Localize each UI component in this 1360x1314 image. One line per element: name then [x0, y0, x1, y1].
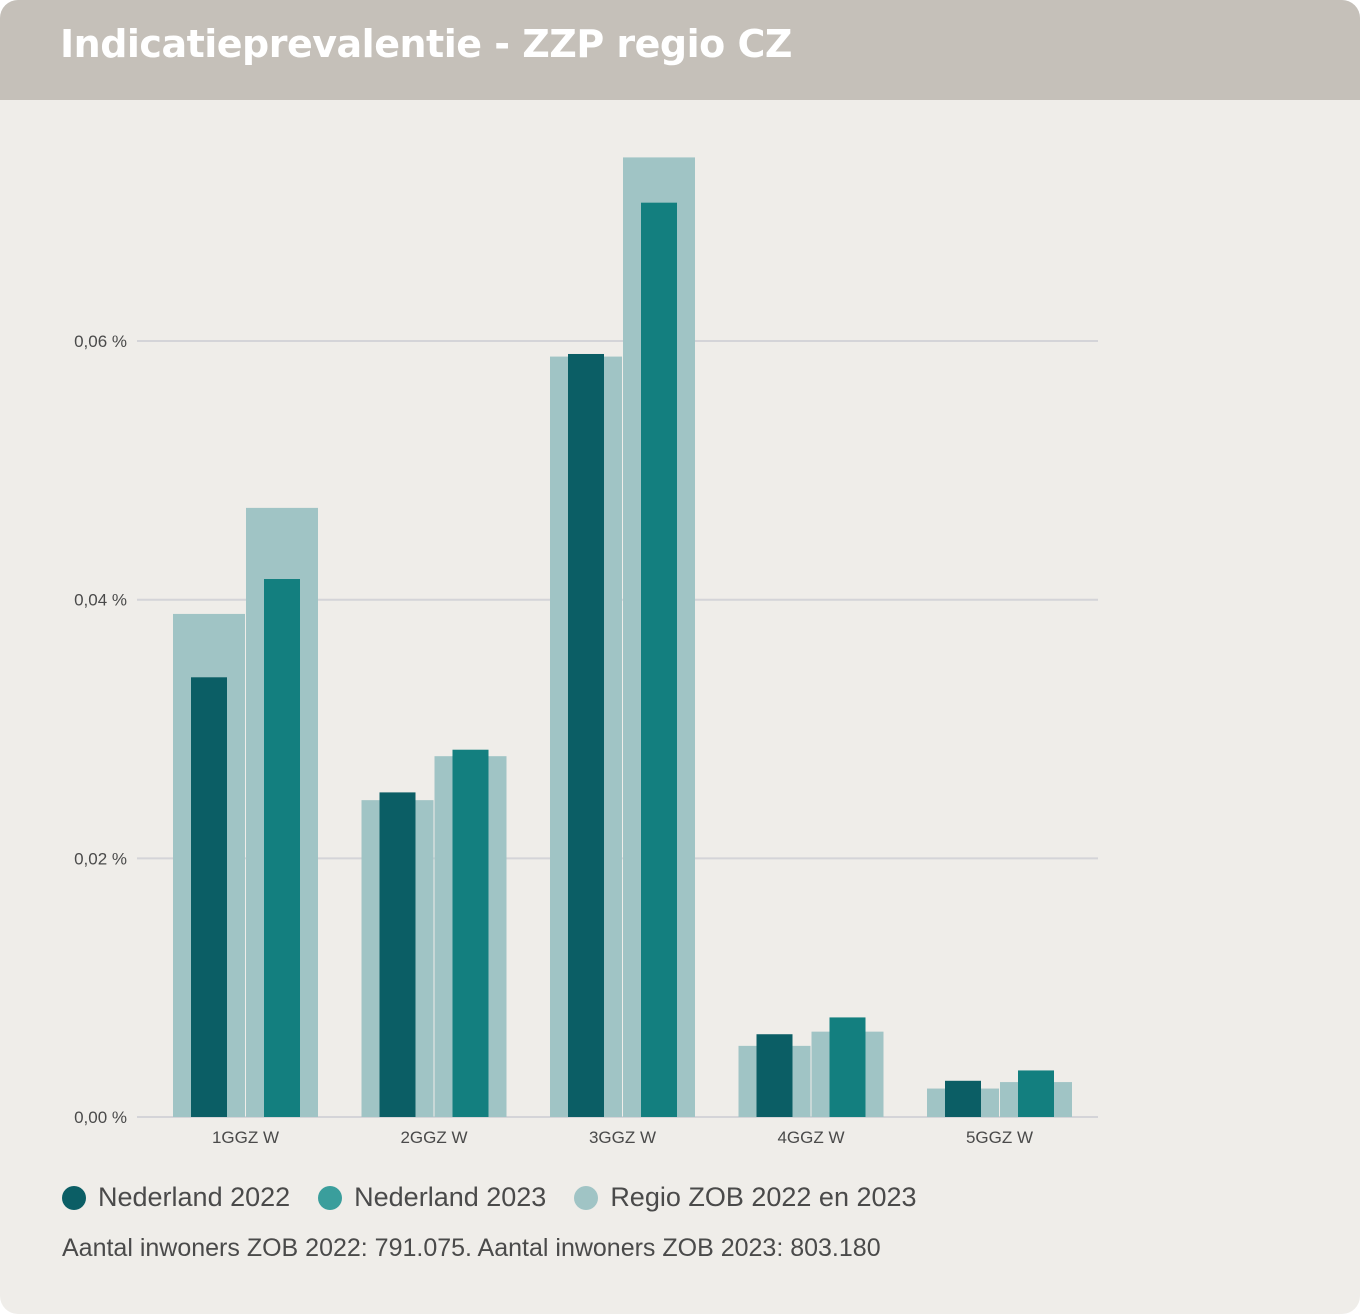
bar-nederland-2022 — [568, 353, 604, 1118]
legend: Nederland 2022 Nederland 2023 Regio ZOB … — [62, 1182, 945, 1213]
legend-label-nl2022: Nederland 2022 — [98, 1182, 291, 1212]
x-tick-label: 3GGZ W — [589, 1128, 656, 1147]
y-tick-label: 0,06 % — [74, 332, 127, 351]
bar-nederland-2022 — [379, 792, 416, 1117]
legend-swatch-regio — [574, 1185, 599, 1210]
bar-chart: 0,00 % 0,02 % 0,04 % 0,06 % 1GGZ W 2GGZ W 3GGZ… — [74, 157, 1098, 1147]
bar-nederland-2023 — [1018, 1070, 1054, 1117]
legend-item-regio: Regio ZOB 2022 en 2023 — [574, 1182, 917, 1213]
bar-nederland-2022 — [756, 1034, 793, 1117]
x-tick-label: 5GGZ W — [966, 1128, 1033, 1147]
legend-swatch-nl2023 — [318, 1185, 343, 1210]
bar-nederland-2023 — [452, 749, 489, 1117]
legend-swatch-nl2022 — [62, 1185, 86, 1210]
bar-nederland-2023 — [829, 1017, 866, 1117]
bar-nederland-2022 — [945, 1080, 981, 1117]
bar-nederland-2022 — [191, 677, 227, 1117]
y-tick-label: 0,00 % — [74, 1108, 127, 1127]
y-tick-label: 0,02 % — [74, 849, 127, 868]
bar-nederland-2023 — [641, 202, 677, 1118]
legend-label-regio: Regio ZOB 2022 en 2023 — [610, 1182, 917, 1212]
legend-label-nl2023: Nederland 2023 — [354, 1182, 547, 1212]
population-note: Aantal inwoners ZOB 2022: 791.075. Aanta… — [62, 1234, 881, 1262]
x-tick-label: 1GGZ W — [212, 1128, 279, 1147]
x-tick-label: 2GGZ W — [400, 1128, 467, 1147]
legend-item-nl2022: Nederland 2022 — [62, 1182, 290, 1213]
chart-title: Indicatieprevalentie - ZZP regio CZ — [60, 22, 792, 66]
bar-nederland-2023 — [264, 579, 300, 1117]
legend-item-nl2023: Nederland 2023 — [318, 1182, 546, 1213]
x-tick-label: 4GGZ W — [777, 1128, 844, 1147]
header-bar: Indicatieprevalentie - ZZP regio CZ — [0, 0, 1360, 100]
y-tick-label: 0,04 % — [74, 591, 127, 610]
